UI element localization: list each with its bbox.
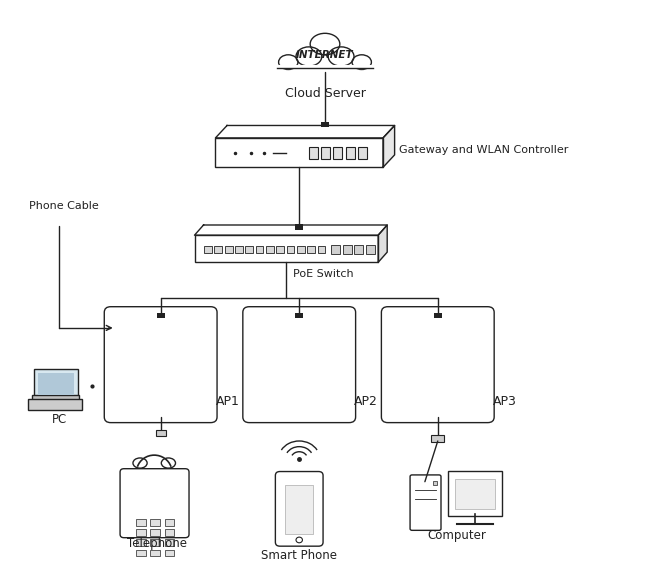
Text: Cloud Server: Cloud Server (285, 87, 365, 100)
Bar (32, 395, 79, 400)
Bar (346, 147, 355, 159)
Bar (150, 529, 160, 536)
Bar (358, 147, 367, 159)
Text: Phone Cable: Phone Cable (29, 202, 98, 211)
Bar (454, 479, 495, 509)
Polygon shape (378, 225, 387, 262)
Bar (331, 245, 340, 255)
Bar (432, 435, 444, 442)
Bar (354, 245, 363, 255)
Bar (164, 519, 174, 526)
FancyBboxPatch shape (120, 469, 189, 538)
Bar (150, 549, 160, 556)
Bar (136, 540, 146, 546)
Bar (150, 540, 160, 546)
FancyBboxPatch shape (448, 471, 502, 516)
Bar (164, 540, 174, 546)
Text: Computer: Computer (428, 529, 487, 542)
Polygon shape (383, 126, 395, 167)
Ellipse shape (310, 33, 340, 55)
Bar (321, 147, 330, 159)
Bar (157, 313, 164, 318)
Text: INTERNET: INTERNET (296, 50, 354, 60)
Bar (215, 138, 383, 167)
Ellipse shape (352, 55, 371, 70)
FancyBboxPatch shape (276, 472, 323, 546)
Bar (318, 246, 325, 254)
FancyBboxPatch shape (243, 307, 356, 423)
Text: AP1: AP1 (215, 395, 239, 408)
FancyBboxPatch shape (104, 307, 217, 423)
Bar (225, 246, 233, 254)
Bar (255, 246, 263, 254)
Bar (136, 549, 146, 556)
Bar (366, 245, 375, 255)
Text: Smart Phone: Smart Phone (261, 549, 337, 562)
Bar (136, 519, 146, 526)
Bar (433, 481, 437, 485)
Ellipse shape (279, 55, 298, 70)
Bar (38, 373, 74, 395)
Ellipse shape (328, 47, 354, 66)
FancyBboxPatch shape (34, 369, 78, 398)
Text: Telephone: Telephone (127, 537, 187, 550)
Text: PC: PC (52, 413, 67, 426)
Bar (307, 246, 315, 254)
Ellipse shape (296, 47, 322, 66)
Polygon shape (194, 225, 387, 235)
Text: AP2: AP2 (354, 395, 378, 408)
Bar (434, 313, 441, 318)
FancyBboxPatch shape (410, 475, 441, 530)
Bar (285, 485, 313, 534)
FancyBboxPatch shape (382, 307, 494, 423)
Bar (136, 529, 146, 536)
Bar (333, 147, 343, 159)
Bar (155, 430, 166, 436)
Text: PoE Switch: PoE Switch (292, 269, 354, 279)
Text: Gateway and WLAN Controller: Gateway and WLAN Controller (399, 145, 569, 155)
Polygon shape (215, 126, 395, 138)
Bar (164, 549, 174, 556)
Bar (235, 246, 243, 254)
FancyBboxPatch shape (28, 399, 82, 411)
Bar (194, 235, 378, 262)
Bar (295, 313, 303, 318)
Bar (150, 519, 160, 526)
Bar (164, 529, 174, 536)
Bar (246, 246, 253, 254)
Bar (309, 147, 318, 159)
Text: AP3: AP3 (493, 395, 517, 408)
Bar (266, 246, 274, 254)
Bar (287, 246, 294, 254)
Bar (321, 122, 329, 127)
Bar (204, 246, 212, 254)
Bar (295, 224, 303, 230)
Bar (214, 246, 222, 254)
Bar (297, 246, 305, 254)
Bar (343, 245, 352, 255)
Bar (276, 246, 284, 254)
